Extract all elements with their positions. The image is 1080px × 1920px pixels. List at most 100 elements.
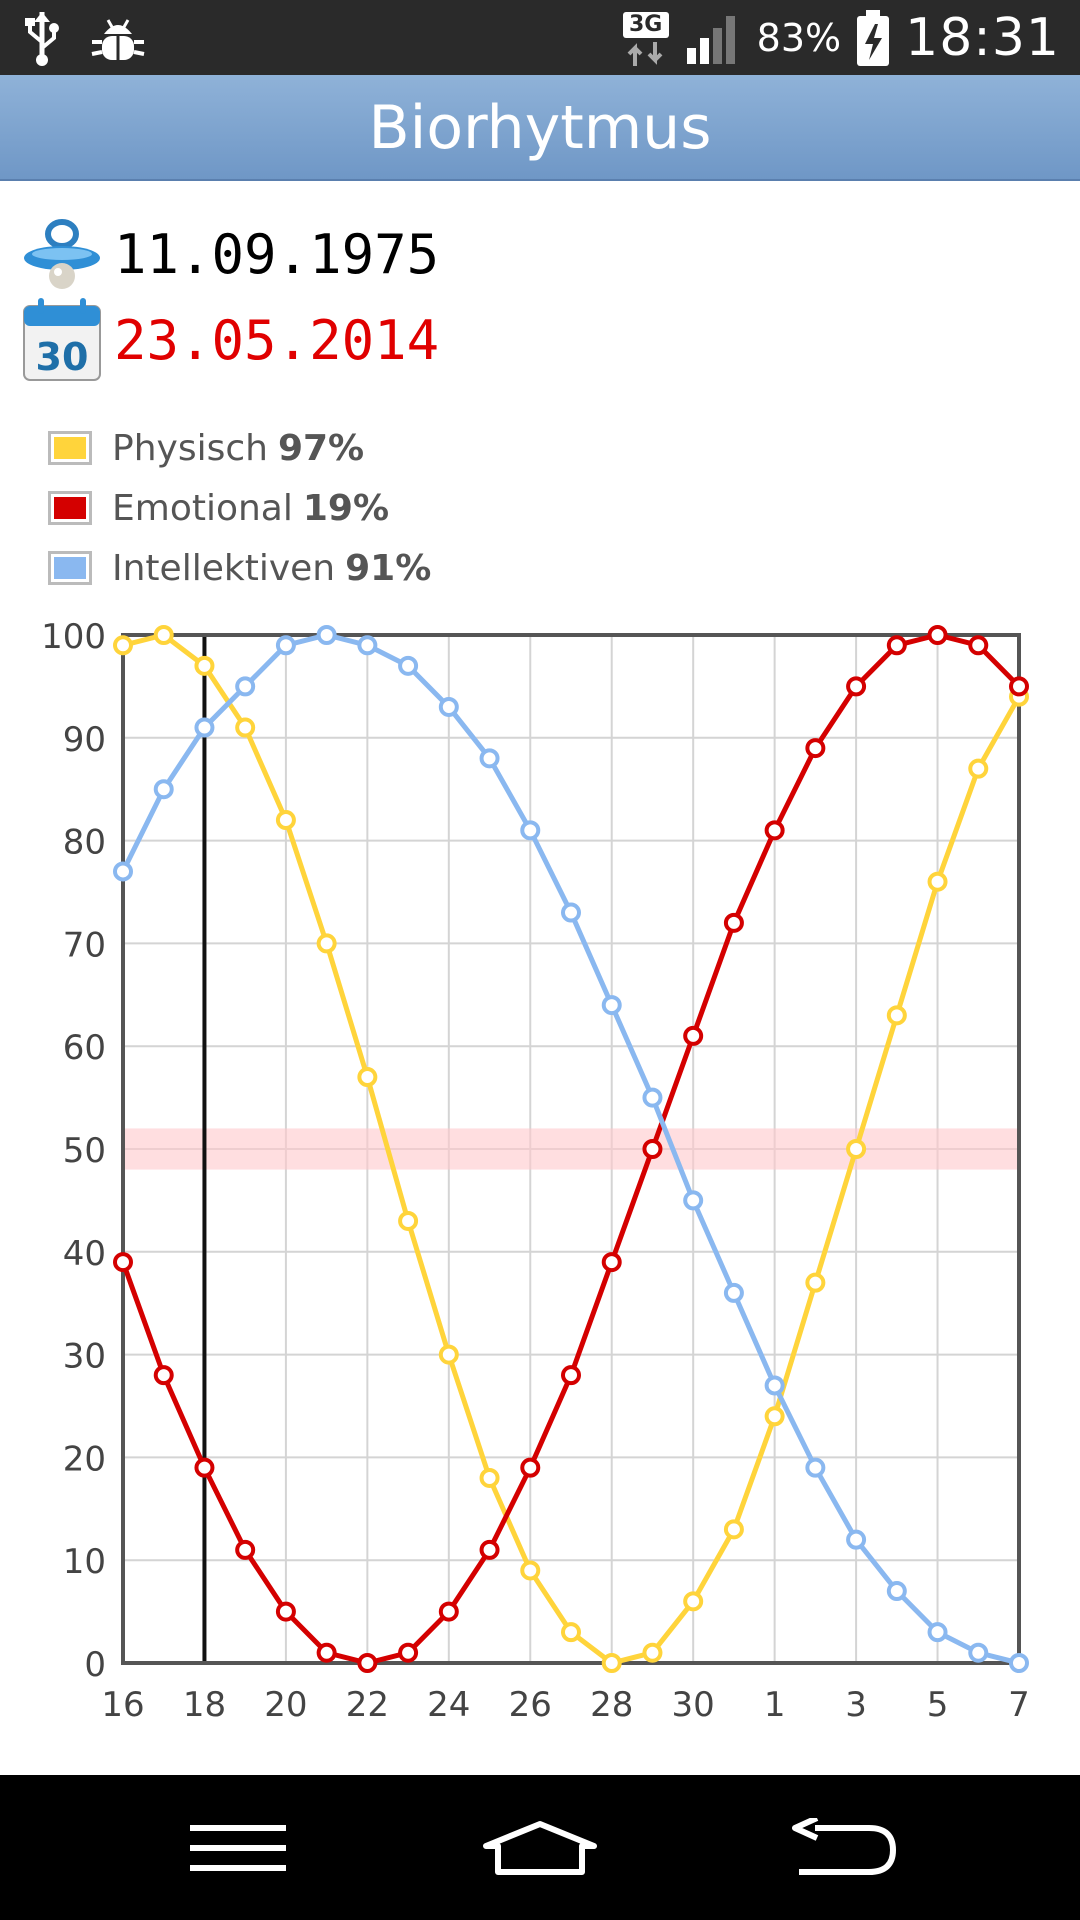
data-point-intellektiven [316, 625, 337, 645]
legend-item-physisch: Physisch 97% [48, 418, 431, 478]
data-point-emotional [316, 1642, 337, 1663]
usb-icon [25, 12, 59, 66]
data-point-physisch [927, 871, 948, 892]
back-icon [792, 1817, 897, 1875]
legend-value: 19% [302, 487, 390, 529]
birth-date: 11.09.1975 [114, 222, 440, 286]
x-tick-label: 20 [264, 1685, 307, 1725]
battery-percentage: 83% [756, 16, 842, 60]
data-point-intellektiven [235, 676, 256, 697]
y-tick-label: 90 [63, 720, 106, 760]
x-tick-label: 7 [1008, 1685, 1030, 1725]
y-tick-label: 70 [63, 925, 106, 965]
data-point-emotional [846, 676, 867, 697]
x-tick-label: 1 [764, 1685, 786, 1725]
back-button[interactable] [744, 1775, 944, 1920]
target-date-row[interactable]: 30 23.05.2014 [20, 296, 439, 384]
data-point-emotional [1009, 676, 1029, 697]
data-point-intellektiven [968, 1642, 989, 1663]
data-point-physisch [479, 1467, 500, 1488]
app-title: Biorhytmus [368, 93, 712, 163]
birth-date-row[interactable]: 11.09.1975 [20, 212, 439, 296]
data-point-intellektiven [438, 696, 459, 717]
y-tick-label: 10 [63, 1542, 106, 1582]
x-tick-label: 30 [672, 1685, 715, 1725]
data-point-intellektiven [113, 861, 133, 882]
app-bar: Biorhytmus [0, 75, 1080, 181]
calendar-icon: 30 [23, 298, 101, 381]
y-tick-label: 100 [41, 617, 106, 657]
data-point-physisch [520, 1560, 541, 1581]
menu-button[interactable] [138, 1775, 338, 1920]
x-tick-label: 26 [509, 1685, 552, 1725]
y-tick-label: 60 [63, 1028, 106, 1068]
legend-swatch [48, 551, 92, 585]
signal-icon [686, 16, 735, 64]
legend-swatch [48, 491, 92, 525]
home-icon [483, 1820, 597, 1875]
battery-charging-icon [857, 10, 890, 66]
legend-item-intellektiven: Intellektiven 91% [48, 538, 431, 598]
data-point-physisch [235, 717, 256, 738]
data-point-intellektiven [723, 1282, 744, 1303]
data-point-emotional [194, 1457, 215, 1478]
legend-label: Emotional [112, 487, 293, 529]
legend: Physisch 97% Emotional 19% Intellektiven… [48, 418, 431, 598]
x-tick-label: 28 [590, 1685, 633, 1725]
y-tick-label: 20 [63, 1439, 106, 1479]
data-point-physisch [805, 1272, 826, 1293]
y-tick-label: 40 [63, 1234, 106, 1274]
data-point-physisch [764, 1406, 785, 1427]
data-point-physisch [194, 655, 215, 676]
data-point-intellektiven [601, 995, 622, 1016]
pacifier-icon [24, 219, 100, 289]
legend-label: Intellektiven [112, 547, 336, 589]
navigation-bar [0, 1775, 1080, 1920]
data-point-emotional [968, 635, 989, 656]
data-point-physisch [275, 810, 296, 831]
data-point-intellektiven [1009, 1653, 1029, 1673]
data-point-physisch [316, 933, 337, 954]
data-point-emotional [642, 1139, 663, 1159]
data-point-physisch [398, 1210, 419, 1231]
data-point-intellektiven [561, 902, 581, 923]
data-point-emotional [357, 1653, 378, 1673]
y-tick-label: 50 [63, 1131, 106, 1171]
data-point-emotional [601, 1252, 622, 1273]
data-point-physisch [886, 1005, 907, 1026]
home-button[interactable] [440, 1775, 640, 1920]
swatch-color-intellektiven [54, 557, 86, 579]
swatch-color-physisch [54, 437, 86, 459]
clock: 18:31 [905, 8, 1060, 68]
y-tick-label: 80 [63, 823, 106, 863]
x-tick-label: 3 [845, 1685, 867, 1725]
x-tick-label: 18 [183, 1685, 226, 1725]
data-point-emotional [479, 1539, 500, 1560]
plot-frame [121, 633, 1021, 1665]
target-date: 23.05.2014 [114, 308, 440, 372]
data-point-intellektiven [479, 748, 500, 769]
data-point-intellektiven [194, 717, 215, 738]
legend-value: 97% [277, 427, 365, 469]
network-type-badge: 3G [622, 12, 669, 38]
data-point-physisch [723, 1519, 744, 1540]
reference-band [123, 1128, 1019, 1170]
y-tick-label: 30 [63, 1337, 106, 1377]
data-point-intellektiven [153, 779, 174, 800]
calendar-day: 30 [36, 335, 89, 379]
data-point-intellektiven [846, 1529, 867, 1550]
data-point-emotional [723, 912, 744, 933]
data-point-physisch [561, 1622, 581, 1643]
data-point-intellektiven [683, 1190, 704, 1211]
data-point-emotional [886, 635, 907, 656]
legend-item-emotional: Emotional 19% [48, 478, 431, 538]
network-indicator: 3G [622, 8, 671, 68]
swatch-color-emotional [54, 497, 86, 519]
data-point-intellektiven [927, 1622, 948, 1643]
x-tick-label: 22 [346, 1685, 389, 1725]
data-point-physisch [357, 1067, 378, 1088]
data-point-intellektiven [764, 1375, 785, 1396]
status-bar: 3G 83% 18:31 [0, 0, 1080, 75]
data-point-physisch [846, 1139, 867, 1159]
